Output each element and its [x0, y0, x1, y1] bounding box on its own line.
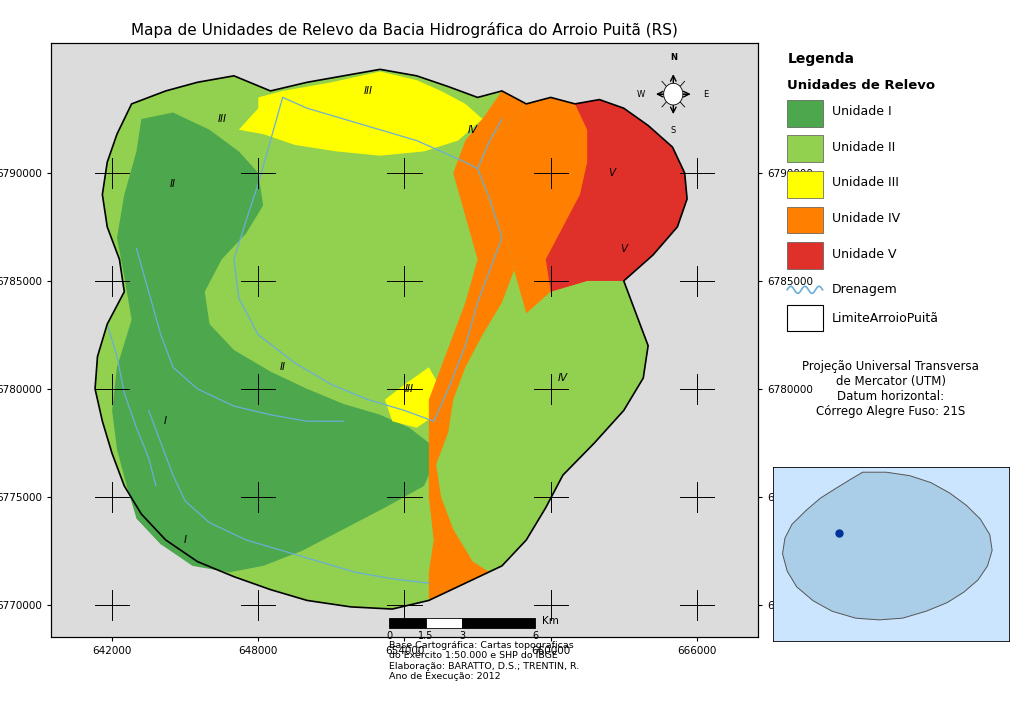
Text: III: III: [404, 384, 414, 394]
Text: I: I: [164, 416, 167, 426]
Text: Unidade II: Unidade II: [831, 141, 895, 153]
Bar: [787, 171, 822, 198]
Bar: [787, 100, 822, 127]
Text: Unidades de Relevo: Unidades de Relevo: [787, 79, 935, 92]
Polygon shape: [782, 472, 992, 620]
Text: 1.5: 1.5: [418, 631, 433, 641]
Polygon shape: [477, 98, 687, 313]
Text: II: II: [280, 362, 286, 372]
Text: V: V: [621, 243, 628, 253]
Text: IV: IV: [468, 125, 478, 135]
Polygon shape: [95, 70, 687, 609]
Text: Unidade III: Unidade III: [831, 177, 899, 190]
Circle shape: [664, 83, 683, 105]
Text: Legenda: Legenda: [787, 52, 854, 67]
Text: LimiteArroioPuitã: LimiteArroioPuitã: [831, 311, 939, 324]
Bar: [462, 618, 536, 628]
Bar: [787, 207, 822, 233]
Polygon shape: [132, 486, 185, 544]
Text: IV: IV: [558, 373, 568, 383]
Text: Unidade V: Unidade V: [831, 248, 896, 261]
Text: III: III: [217, 114, 226, 124]
Polygon shape: [112, 112, 434, 573]
Text: Unidade IV: Unidade IV: [831, 212, 900, 225]
Text: Base Cartográfica: Cartas topograficas
do Exército 1:50.000 e SHP do IBGE
Elabor: Base Cartográfica: Cartas topograficas d…: [389, 641, 580, 681]
Polygon shape: [239, 72, 482, 156]
Bar: [426, 618, 462, 628]
Text: S: S: [671, 126, 676, 135]
Text: N: N: [670, 54, 677, 62]
Bar: [389, 618, 426, 628]
Text: Projeção Universal Transversa
de Mercator (UTM)
Datum horizontal:
Córrego Alegre: Projeção Universal Transversa de Mercato…: [803, 361, 979, 418]
Text: 3: 3: [459, 631, 465, 641]
Text: III: III: [364, 86, 373, 96]
Text: 0: 0: [386, 631, 392, 641]
Bar: [787, 243, 822, 269]
Bar: [787, 305, 822, 332]
Text: II: II: [170, 179, 176, 189]
Text: Drenagem: Drenagem: [831, 283, 898, 296]
Text: W: W: [637, 90, 645, 98]
Polygon shape: [429, 91, 526, 600]
Text: V: V: [608, 168, 615, 178]
Text: 6: 6: [532, 631, 539, 641]
Polygon shape: [546, 100, 687, 292]
Title: Mapa de Unidades de Relevo da Bacia Hidrográfica do Arroio Puitã (RS): Mapa de Unidades de Relevo da Bacia Hidr…: [131, 22, 678, 38]
Text: E: E: [702, 90, 708, 98]
Text: Km: Km: [542, 616, 559, 626]
Text: Unidade I: Unidade I: [831, 105, 892, 118]
Polygon shape: [385, 367, 441, 428]
Text: I: I: [183, 535, 186, 545]
Bar: [787, 135, 822, 162]
